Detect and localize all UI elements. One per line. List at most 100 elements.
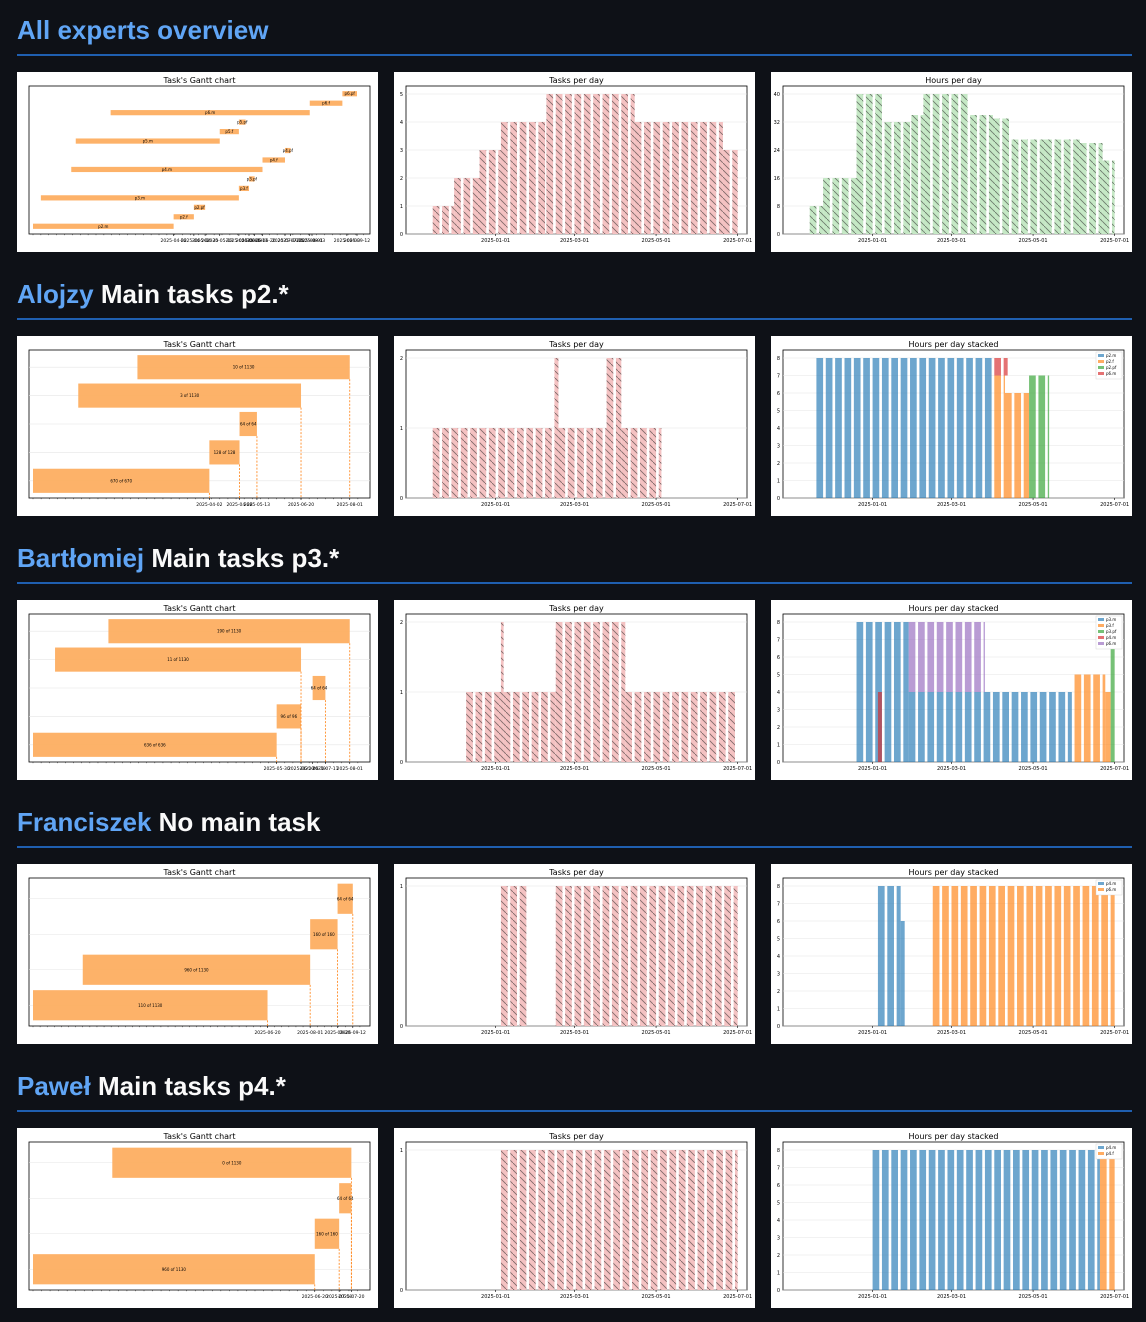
legend-swatch [1098, 624, 1104, 627]
stacked-bar [872, 358, 880, 498]
x-tick-label: 2025-05-01 [1019, 238, 1048, 244]
stacked-bar [936, 622, 944, 692]
stacked-bar [891, 1150, 898, 1290]
stacked-bar [1035, 886, 1043, 1026]
legend-swatch [1098, 354, 1104, 357]
bar-hatch [622, 1150, 630, 1290]
bar-hatch [884, 122, 892, 234]
tasks-per-day-panel: Tasks per day 0 1 2 2025-01-01 2025-03-01 2025… [394, 600, 755, 780]
bar-hatch [516, 428, 524, 498]
gantt-chart: Task's Gantt chart 670 of 670 128 of 128 64… [28, 340, 371, 508]
y-tick-label: 5 [400, 92, 403, 98]
y-tick-label: 3 [400, 148, 403, 154]
stacked-bar [974, 692, 981, 762]
stacked-bar [928, 1150, 936, 1290]
gantt-bar [238, 185, 249, 192]
gantt-bar [71, 166, 263, 173]
gantt-chart-panel: Task's Gantt chart 636 of 636 96 of 96 64 o… [17, 600, 378, 780]
stacked-bar [1004, 393, 1012, 498]
x-tick-label: 2025-05-13 [207, 238, 233, 244]
stacked-bar [984, 358, 992, 498]
stacked-bar [1031, 1150, 1039, 1290]
bar-hatch [475, 692, 483, 762]
section-heading: All experts overview [17, 14, 1132, 56]
gantt-bar [239, 411, 257, 437]
bar-hatch [640, 428, 647, 498]
bar-hatch [583, 622, 591, 762]
x-tick-label: 2025-05-01 [642, 502, 671, 508]
x-tick-label: 2025-07-01 [1100, 1030, 1129, 1036]
bar-hatch [649, 886, 657, 1026]
stacked-bar [955, 622, 963, 692]
bar-hatch [558, 428, 566, 498]
stacked-bar [970, 886, 977, 1026]
y-tick-label: 16 [774, 176, 780, 182]
x-tick-label: 2025-05-30 [264, 766, 290, 772]
stacked-bar [1101, 886, 1108, 1026]
bar-hatch [960, 94, 968, 234]
bar-hatch [526, 428, 534, 498]
stacked-bar [964, 692, 972, 762]
y-tick-label: 6 [777, 919, 780, 925]
section-bartlomiej: Bartłomiej Main tasks p3.* Task's Gantt … [17, 542, 1132, 787]
bar-hatch [677, 886, 685, 1026]
gantt-bar [314, 1218, 340, 1249]
gantt-bar-label: 160 of 160 [316, 1231, 338, 1236]
bar-hatch [555, 622, 563, 762]
x-tick-label: 2025-01-01 [481, 766, 510, 772]
gantt-bar-label: p4.f [270, 158, 278, 163]
x-tick-label: 2025-07-01 [1100, 238, 1129, 244]
bar-hatch [630, 94, 635, 234]
stacked-bar [1007, 886, 1015, 1026]
plot-frame [28, 1141, 371, 1291]
x-tick-label: 2025-08-01 [297, 238, 323, 244]
gantt-chart-panel: Task's Gantt chart p2.m p2.f p2.pf p3.m p3.f p… [17, 72, 378, 252]
x-tick-label: 2025-01-01 [481, 238, 510, 244]
bar-hatch [700, 692, 707, 762]
stacked-bar [908, 622, 916, 692]
bar-hatch [979, 115, 987, 234]
stacked-bar [853, 358, 861, 498]
gantt-bar-label: 160 of 160 [313, 932, 335, 937]
plot-frame [782, 613, 1125, 763]
main-tasks-label: Main tasks p3.* [151, 543, 340, 573]
gantt-chart-panel: Task's Gantt chart 110 of 1130 960 of 1130… [17, 864, 378, 1044]
bar-hatch [529, 122, 536, 234]
bar-hatch [630, 428, 638, 498]
stacked-bar [998, 886, 1005, 1026]
y-tick-label: 3 [777, 708, 780, 714]
stacked-bar [1045, 886, 1052, 1026]
stacked-bar [1110, 622, 1115, 762]
x-tick-label: 2025-05-01 [642, 238, 671, 244]
tasks-per-day-panel: Tasks per day 0 1 2025-01-01 2025-03-01 2025-… [394, 864, 755, 1044]
bar-hatch [706, 1150, 714, 1290]
gantt-bar-label: p5.m [143, 139, 153, 144]
hours-stacked-panel: Hours per day stacked 0 1 2 3 4 5 6 7 8 p2.m p2.f p2… [771, 336, 1132, 516]
stacked-bar [891, 358, 898, 498]
gantt-bar [55, 647, 302, 672]
x-tick-label: 2025-07-01 [1100, 502, 1129, 508]
x-tick-label: 2025-05-01 [642, 1294, 671, 1300]
gantt-bar-label: 670 of 670 [110, 478, 132, 483]
gantt-bar [209, 440, 240, 465]
bar-hatch [658, 886, 666, 1026]
x-tick-label: 2025-07-01 [1100, 1294, 1129, 1300]
bar-hatch [718, 122, 723, 234]
chart-title: Hours per day [925, 76, 982, 85]
y-tick-label: 2 [777, 725, 780, 731]
chart-title: Tasks per day [548, 76, 604, 85]
gantt-chart: Task's Gantt chart 110 of 1130 960 of 1130… [28, 868, 371, 1036]
gantt-bar-label: 64 of 64 [240, 422, 257, 427]
bar-hatch [503, 692, 511, 762]
bar-hatch [923, 94, 931, 234]
x-tick-label: 2025-03-01 [937, 766, 966, 772]
bar-hatch [700, 122, 707, 234]
x-tick-label: 2025-07-01 [1100, 766, 1129, 772]
bar-hatch [593, 94, 600, 234]
gantt-bar [337, 883, 353, 914]
bar-hatch [488, 150, 496, 234]
bar-hatch [705, 886, 713, 1026]
x-tick-label: 2025-05-30 [226, 238, 252, 244]
legend-label: p4.f [1106, 1151, 1114, 1156]
x-tick-label: 2025-04-20 [181, 238, 207, 244]
